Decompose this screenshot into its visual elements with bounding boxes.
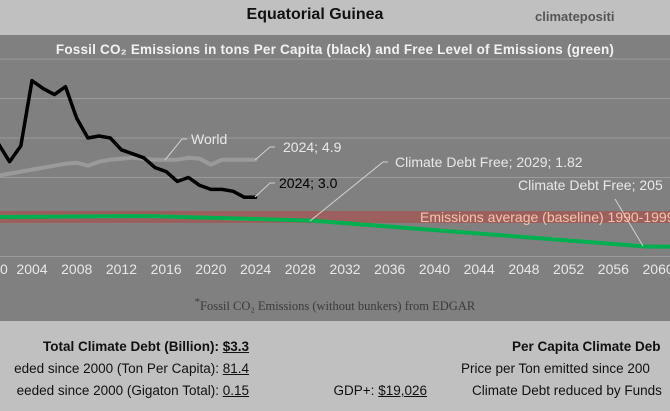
per-capita-debt-label: Per Capita Climate Deb <box>512 339 661 354</box>
price-per-ton-label: Price per Ton emitted since 200 <box>461 361 650 376</box>
country-2024-leader-line <box>254 182 275 198</box>
baseline-label: Emissions average (baseline) 1990-1999; … <box>420 209 670 225</box>
x-tick-label: 2060 <box>643 261 670 277</box>
gdp-label: GDP+: <box>333 383 375 398</box>
gdp-value: $19,026 <box>378 383 427 398</box>
footnote: *Fossil CO₂ Emissions (without bunkers) … <box>0 297 670 314</box>
free-level-line <box>0 214 670 249</box>
total-debt-label: Total Climate Debt (Billion): <box>42 339 219 354</box>
x-tick-label: 2024 <box>240 261 271 277</box>
x-tick-label: 2052 <box>553 261 584 277</box>
x-tick-label: 2028 <box>285 261 316 277</box>
x-tick-label: 2040 <box>419 261 450 277</box>
exceeded-pc-label: eded since 2000 (Ton Per Capita): <box>14 361 219 376</box>
exceeded-total-label: eeded since 2000 (Gigaton Total): <box>16 383 219 398</box>
brand-link[interactable]: climatepositi <box>535 9 615 24</box>
debt-free-2-leader-line <box>614 198 644 247</box>
x-tick-label: 2004 <box>16 261 47 277</box>
world-2024-label: 2024; 4.9 <box>283 139 342 155</box>
exceeded-pc-value: 81.4 <box>222 361 249 376</box>
world-leader-line <box>164 138 187 161</box>
x-tick-label: 2016 <box>151 261 182 277</box>
plot-area: 2004 2008 2012 2016 2020 2024 2028 2032 2036 2040… <box>0 58 670 277</box>
country-emissions-line <box>0 78 258 200</box>
x-tick-label: 2012 <box>106 261 137 277</box>
total-debt: Total Climate Debt (Billion): $3.3 <box>43 339 249 354</box>
x-tick-label: 2048 <box>508 261 539 277</box>
footnote-text: Fossil CO₂ Emissions (without bunkers) f… <box>200 299 476 314</box>
world-2024-leader-line <box>254 146 275 161</box>
total-debt-value: $3.3 <box>222 339 249 354</box>
x-tick-label: 0 <box>0 261 8 277</box>
world-label: World <box>191 131 227 147</box>
x-tick-label: 2044 <box>464 261 495 277</box>
baseline-band <box>0 211 670 223</box>
page-title: Equatorial Guinea <box>246 6 384 23</box>
chart-title: Fossil CO₂ Emissions in tons Per Capita … <box>55 42 615 57</box>
country-2024-label: 2024; 3.0 <box>279 175 338 191</box>
debt-free-205x-label: Climate Debt Free; 205 <box>518 177 663 193</box>
exceeded-total: eeded since 2000 (Gigaton Total): 0.15 <box>17 383 249 398</box>
debt-free-1-leader-line <box>309 161 388 222</box>
exceeded-per-capita: eded since 2000 (Ton Per Capita): 81.4 <box>14 361 249 376</box>
chart: Fossil CO₂ Emissions in tons Per Capita … <box>0 35 670 321</box>
world-emissions-line <box>0 155 258 178</box>
gdp: GDP+: $19,026 <box>334 383 427 398</box>
header: Equatorial Guinea climatepositi <box>0 0 670 35</box>
debt-free-2029-label: Climate Debt Free; 2029; 1.82 <box>395 154 583 170</box>
funds-label: Climate Debt reduced by Funds <box>472 383 662 398</box>
x-tick-label: 2008 <box>61 261 92 277</box>
footnote-mark: * <box>194 297 200 308</box>
x-tick-label: 2036 <box>374 261 405 277</box>
x-tick-label: 2056 <box>598 261 629 277</box>
x-tick-label: 2032 <box>329 261 360 277</box>
exceeded-total-value: 0.15 <box>222 383 249 398</box>
x-tick-label: 2020 <box>195 261 226 277</box>
footer-stats: Total Climate Debt (Billion): $3.3 eded … <box>0 321 670 411</box>
